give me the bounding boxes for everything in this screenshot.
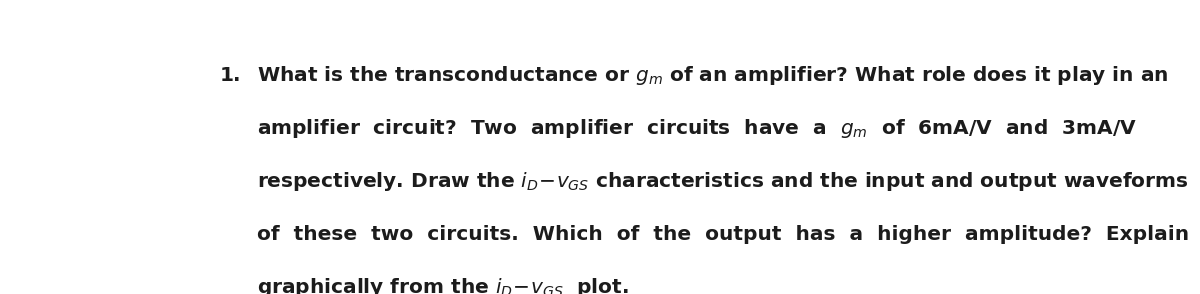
Text: amplifier  circuit?  Two  amplifier  circuits  have  a  $\mathit{g}_\mathit{m}$ : amplifier circuit? Two amplifier circuit…	[257, 117, 1136, 140]
Text: of  these  two  circuits.  Which  of  the  output  has  a  higher  amplitude?  E: of these two circuits. Which of the outp…	[257, 225, 1189, 244]
Text: graphically from the $\mathit{i}_\mathit{D}\!-\!\mathit{v}_{\mathit{GS}}$  plot.: graphically from the $\mathit{i}_\mathit…	[257, 276, 629, 294]
Text: respectively. Draw the $\mathit{i}_\mathit{D}\!-\!\mathit{v}_{\mathit{GS}}$ char: respectively. Draw the $\mathit{i}_\math…	[257, 170, 1188, 193]
Text: 1.: 1.	[220, 66, 241, 85]
Text: What is the transconductance or $\mathit{g}_\mathit{m}$ of an amplifier? What ro: What is the transconductance or $\mathit…	[257, 64, 1169, 86]
